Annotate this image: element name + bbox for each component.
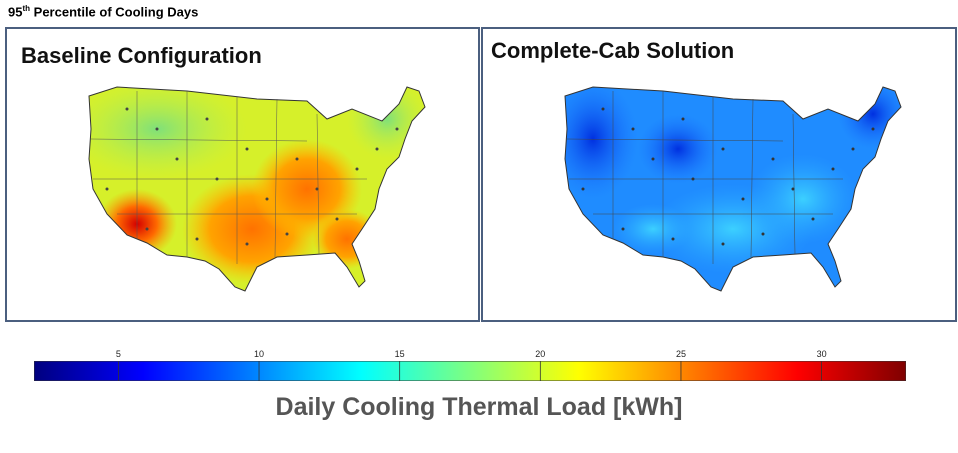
complete-cab-station-markers (581, 107, 875, 246)
colorbar-label: Daily Cooling Thermal Load [kWh] (275, 393, 683, 421)
baseline-title: Baseline Configuration (21, 43, 262, 68)
complete-cab-title: Complete-Cab Solution (491, 38, 735, 63)
baseline-map (88, 86, 426, 292)
title-prefix: 95 (8, 4, 23, 20)
figure-title: 95th Percentile of Cooling Days (8, 4, 198, 19)
baseline-station-markers (105, 107, 399, 246)
baseline-panel: Baseline Configuration (5, 27, 480, 322)
colorbar-tick-marks (117, 361, 823, 381)
complete-cab-panel: Complete-Cab Solution (481, 27, 957, 322)
colorbar-tick-label: 30 (816, 349, 827, 359)
colorbar-bar (34, 361, 906, 381)
colorbar-tick-label: 20 (535, 349, 546, 359)
title-superscript: th (22, 4, 31, 13)
colorbar-tick-label: 5 (115, 349, 121, 359)
colorbar (34, 361, 906, 381)
title-rest: Percentile of Cooling Days (30, 4, 199, 20)
baseline-heatmap (89, 87, 425, 291)
complete-cab-heatmap (565, 87, 901, 291)
baseline-state-borders (90, 91, 367, 264)
colorbar-tick-label: 10 (254, 349, 265, 359)
colorbar-tick-label: 15 (394, 349, 405, 359)
complete-cab-map (564, 86, 902, 292)
colorbar-tick-label: 25 (675, 349, 686, 359)
complete-cab-state-borders (566, 91, 843, 264)
